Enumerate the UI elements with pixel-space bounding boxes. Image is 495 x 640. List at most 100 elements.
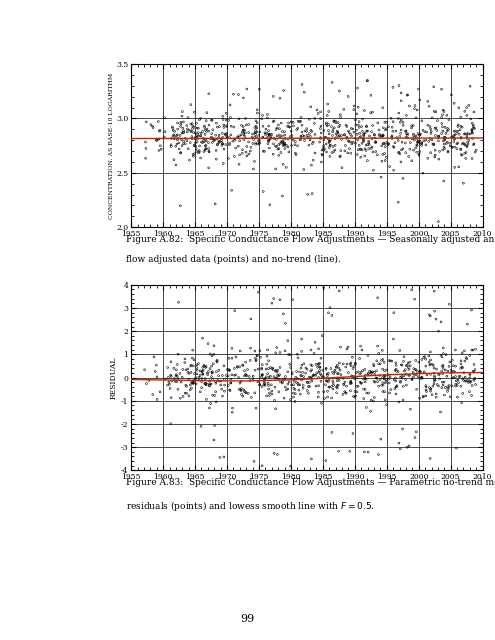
Point <box>217 376 225 386</box>
Point <box>374 341 382 351</box>
Point <box>334 128 342 138</box>
Point <box>217 136 225 146</box>
Point <box>441 132 448 143</box>
Point <box>205 380 213 390</box>
Point <box>399 120 407 131</box>
Point <box>444 146 452 156</box>
Point <box>284 384 292 394</box>
Point <box>189 361 197 371</box>
Point <box>470 374 478 385</box>
Point <box>413 140 421 150</box>
Point <box>234 362 242 372</box>
Point <box>196 141 203 151</box>
Point <box>399 117 407 127</box>
Point <box>443 371 451 381</box>
Point <box>316 365 324 376</box>
Point <box>276 348 284 358</box>
Point <box>454 121 462 131</box>
Point <box>223 364 231 374</box>
Point <box>413 147 421 157</box>
Point <box>236 150 244 160</box>
Point <box>341 129 348 140</box>
Point <box>300 135 308 145</box>
Point <box>393 381 400 392</box>
Point <box>206 134 214 144</box>
Point <box>395 108 403 118</box>
Point <box>422 391 430 401</box>
Point <box>310 348 318 358</box>
Point <box>335 363 343 373</box>
Point <box>287 461 295 471</box>
Point <box>460 129 468 139</box>
Point <box>170 374 178 384</box>
Point <box>372 137 380 147</box>
Point <box>336 152 344 162</box>
Point <box>224 371 232 381</box>
Point <box>272 124 280 134</box>
Point <box>345 367 352 378</box>
Point <box>311 113 319 124</box>
Point <box>329 376 337 386</box>
Point <box>260 374 268 384</box>
Point <box>427 369 435 380</box>
Point <box>285 349 293 360</box>
Point <box>451 162 459 172</box>
Point <box>298 360 306 371</box>
Point <box>345 136 352 146</box>
Point <box>201 141 209 151</box>
Point <box>328 393 336 403</box>
Point <box>173 139 181 149</box>
Point <box>202 380 210 390</box>
Point <box>177 148 185 158</box>
Point <box>312 381 320 391</box>
Point <box>461 140 469 150</box>
Point <box>450 133 458 143</box>
Point <box>238 127 246 137</box>
Point <box>435 326 443 336</box>
Point <box>438 113 446 123</box>
Point <box>397 371 405 381</box>
Point <box>287 116 295 127</box>
Point <box>192 372 200 383</box>
Point <box>346 377 354 387</box>
Point <box>433 380 441 390</box>
Point <box>364 447 372 457</box>
Point <box>329 127 337 137</box>
Point <box>285 377 293 387</box>
Point <box>265 129 273 140</box>
Point <box>210 349 218 360</box>
Point <box>259 186 267 196</box>
Point <box>175 297 183 307</box>
Point <box>227 121 235 131</box>
Point <box>451 381 459 391</box>
Point <box>339 389 347 399</box>
Point <box>253 104 261 115</box>
Point <box>365 138 373 148</box>
Point <box>176 393 184 403</box>
Point <box>458 122 466 132</box>
Point <box>202 378 210 388</box>
Point <box>312 359 320 369</box>
Point <box>207 371 215 381</box>
Point <box>410 369 418 380</box>
Point <box>202 134 210 144</box>
Point <box>395 438 403 448</box>
Point <box>439 380 447 390</box>
Point <box>184 367 192 378</box>
Point <box>430 363 438 373</box>
Point <box>370 361 378 371</box>
Point <box>333 381 341 391</box>
Point <box>363 76 371 86</box>
Point <box>347 376 355 387</box>
Point <box>419 391 427 401</box>
Point <box>362 140 370 150</box>
Point <box>409 120 417 131</box>
Point <box>336 120 344 131</box>
Point <box>258 364 266 374</box>
Point <box>361 377 369 387</box>
Point <box>420 352 428 362</box>
Point <box>430 140 438 150</box>
Point <box>445 124 452 134</box>
Point <box>143 116 150 127</box>
Point <box>379 387 387 397</box>
